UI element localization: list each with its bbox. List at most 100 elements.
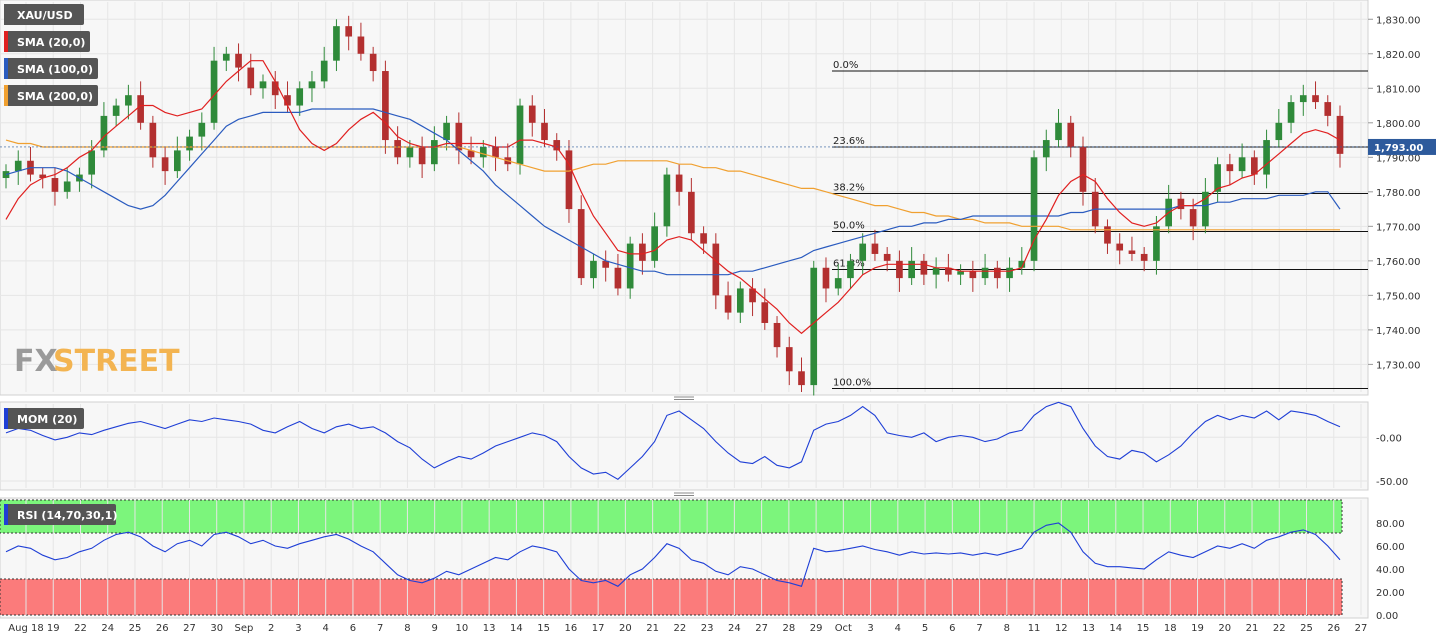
candle-body xyxy=(174,150,181,172)
candle-body xyxy=(528,105,536,123)
candle-body xyxy=(14,160,22,172)
candle-body xyxy=(688,191,695,234)
candle-body xyxy=(798,371,805,386)
x-tick-label: 21 xyxy=(1246,623,1259,634)
candle-body xyxy=(259,81,267,89)
legend-color-swatch xyxy=(4,4,8,25)
rsi-overbought-zone xyxy=(0,499,1343,534)
price-y-tick-label: 1,750.00 xyxy=(1376,291,1421,302)
mom-line xyxy=(5,401,1341,480)
x-tick-label: 27 xyxy=(1355,623,1368,634)
candle-body xyxy=(663,174,671,227)
mom-legend[interactable]: MOM (20) xyxy=(4,408,84,429)
fib-label: 100.0% xyxy=(833,378,871,389)
legend-item[interactable]: SMA (20,0) xyxy=(4,31,90,52)
price-y-tick-label: 1,790.00 xyxy=(1376,153,1421,164)
x-tick-label: 29 xyxy=(810,623,823,634)
candle-body xyxy=(785,347,793,372)
last-price-badge xyxy=(1368,138,1436,155)
x-tick-label: 24 xyxy=(728,623,741,634)
candle-body xyxy=(1336,115,1344,154)
candle-body xyxy=(1153,226,1160,261)
candle-body xyxy=(822,267,830,289)
mom-y-tick-label: -50.00 xyxy=(1376,477,1408,488)
x-tick-label: 30 xyxy=(210,623,223,634)
rsi-legend-label: RSI (14,70,30,1) xyxy=(17,509,117,522)
candle-body xyxy=(112,105,120,116)
candle-body xyxy=(1177,198,1185,210)
candle-body xyxy=(1018,260,1026,268)
candle-body xyxy=(467,150,475,158)
legend-item[interactable]: SMA (200,0) xyxy=(4,85,98,106)
candle-body xyxy=(51,178,59,192)
candle-body xyxy=(345,26,353,37)
x-tick-label: 14 xyxy=(1109,623,1122,634)
candle-body xyxy=(210,60,218,123)
candle-body xyxy=(859,243,867,261)
x-tick-label: 22 xyxy=(674,623,687,634)
candle-body xyxy=(834,278,842,289)
candle-body xyxy=(149,122,157,158)
fib-label: 50.0% xyxy=(833,221,865,232)
x-tick-label: 12 xyxy=(1055,623,1068,634)
rsi-legend[interactable]: RSI (14,70,30,1) xyxy=(4,504,117,525)
candle-body xyxy=(969,271,977,279)
candle-body xyxy=(235,53,242,68)
candle-body xyxy=(1079,146,1087,192)
rsi-resize-handle[interactable] xyxy=(674,492,694,496)
candle-body xyxy=(88,150,96,175)
candle-body xyxy=(1312,95,1319,103)
sma20-line xyxy=(5,60,1341,335)
x-tick-label: 4 xyxy=(323,623,329,634)
x-tick-label: 10 xyxy=(456,623,469,634)
x-tick-label: 21 xyxy=(646,623,659,634)
candle-body xyxy=(1140,253,1148,261)
candle-body xyxy=(39,174,47,179)
candle-body xyxy=(63,181,71,192)
candle-body xyxy=(271,81,279,96)
x-tick-label: Aug 18 xyxy=(8,623,43,634)
rsi-y-tick-label: 80.00 xyxy=(1376,519,1405,530)
x-tick-label: 8 xyxy=(1004,623,1010,634)
candle-body xyxy=(993,267,1001,279)
x-tick-label: 25 xyxy=(129,623,142,634)
candle-body xyxy=(553,140,561,151)
candle-body xyxy=(639,243,646,261)
x-tick-label: 11 xyxy=(1028,623,1041,634)
candle-body xyxy=(590,260,597,279)
candle-body xyxy=(418,146,426,165)
x-tick-label: 17 xyxy=(592,623,605,634)
x-tick-label: 19 xyxy=(1191,623,1204,634)
sma100-line xyxy=(5,108,1341,276)
x-tick-label: 20 xyxy=(1218,623,1231,634)
candle-body xyxy=(516,105,524,165)
watermark-fx: FX xyxy=(14,344,58,379)
price-y-tick-label: 1,740.00 xyxy=(1376,326,1421,337)
candle-body xyxy=(847,260,854,279)
candle-body xyxy=(1275,122,1283,141)
legend-item[interactable]: XAU/USD xyxy=(4,4,84,25)
last-price-label: 1,793.00 xyxy=(1374,143,1423,154)
candle-body xyxy=(308,81,316,89)
legend-item-bg xyxy=(4,31,90,52)
candle-body xyxy=(1226,164,1234,172)
x-tick-label: 13 xyxy=(1082,623,1095,634)
legend-item[interactable]: SMA (100,0) xyxy=(4,58,98,79)
candle-body xyxy=(883,253,891,261)
fib-label: 0.0% xyxy=(833,60,858,71)
x-tick-label: 7 xyxy=(377,623,383,634)
candle-body xyxy=(333,26,340,61)
candle-body xyxy=(577,209,585,279)
rsi-y-tick-label: 20.00 xyxy=(1376,588,1405,599)
rsi-line xyxy=(5,522,1341,587)
x-tick-label: 2 xyxy=(268,623,274,634)
price-y-tick-label: 1,810.00 xyxy=(1376,84,1421,95)
rsi-layer xyxy=(5,522,1341,587)
candle-body xyxy=(284,95,291,106)
mom-resize-handle[interactable] xyxy=(674,396,694,400)
candle-body xyxy=(198,122,206,137)
price-y-tick-label: 1,760.00 xyxy=(1376,257,1421,268)
candle-body xyxy=(1324,102,1332,116)
candle-body xyxy=(724,295,732,313)
